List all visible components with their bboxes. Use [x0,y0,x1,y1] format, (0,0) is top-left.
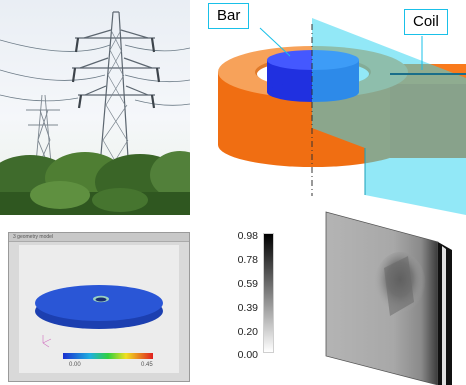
disk-result [35,285,163,359]
coil-callout: Coil [404,9,448,35]
legend-min-value: 0.00 [69,362,81,368]
coil-label: Coil [413,13,439,30]
plate-illustration [325,211,452,385]
bar-label: Bar [217,7,241,24]
simulation-viewport: 0.00 0.45 [19,245,179,373]
field-distribution-plate [318,206,466,385]
insulators [71,37,161,109]
legend-max-value: 0.45 [141,362,153,368]
simulation-window-title: 3 geometry model [13,234,54,240]
simulation-window-titlebar: 3 geometry model [9,233,189,242]
color-legend-bar [63,353,153,359]
induction-model-3d: Bar Coil [190,0,466,215]
scale-tick: 0.39 [237,302,258,314]
grayscale-scale: 0.98 0.78 0.59 0.39 0.20 0.00 [222,228,284,368]
tower-illustration [0,11,190,215]
scale-gradient-bar [263,233,274,353]
model-illustration [218,18,466,215]
axes-icon [42,335,52,348]
cut-plane [312,18,466,215]
scale-tick: 0.98 [237,230,258,242]
bar-callout: Bar [208,3,250,29]
scale-tick: 0.00 [237,349,258,361]
disk-top [35,285,163,321]
scale-tick: 0.78 [237,254,258,266]
forest [0,151,190,215]
scale-tick: 0.20 [237,326,258,338]
power-lines [0,39,190,106]
transmission-tower-photo [0,0,190,215]
scale-tick: 0.59 [237,278,258,290]
simulation-window: 3 geometry model [8,232,190,382]
